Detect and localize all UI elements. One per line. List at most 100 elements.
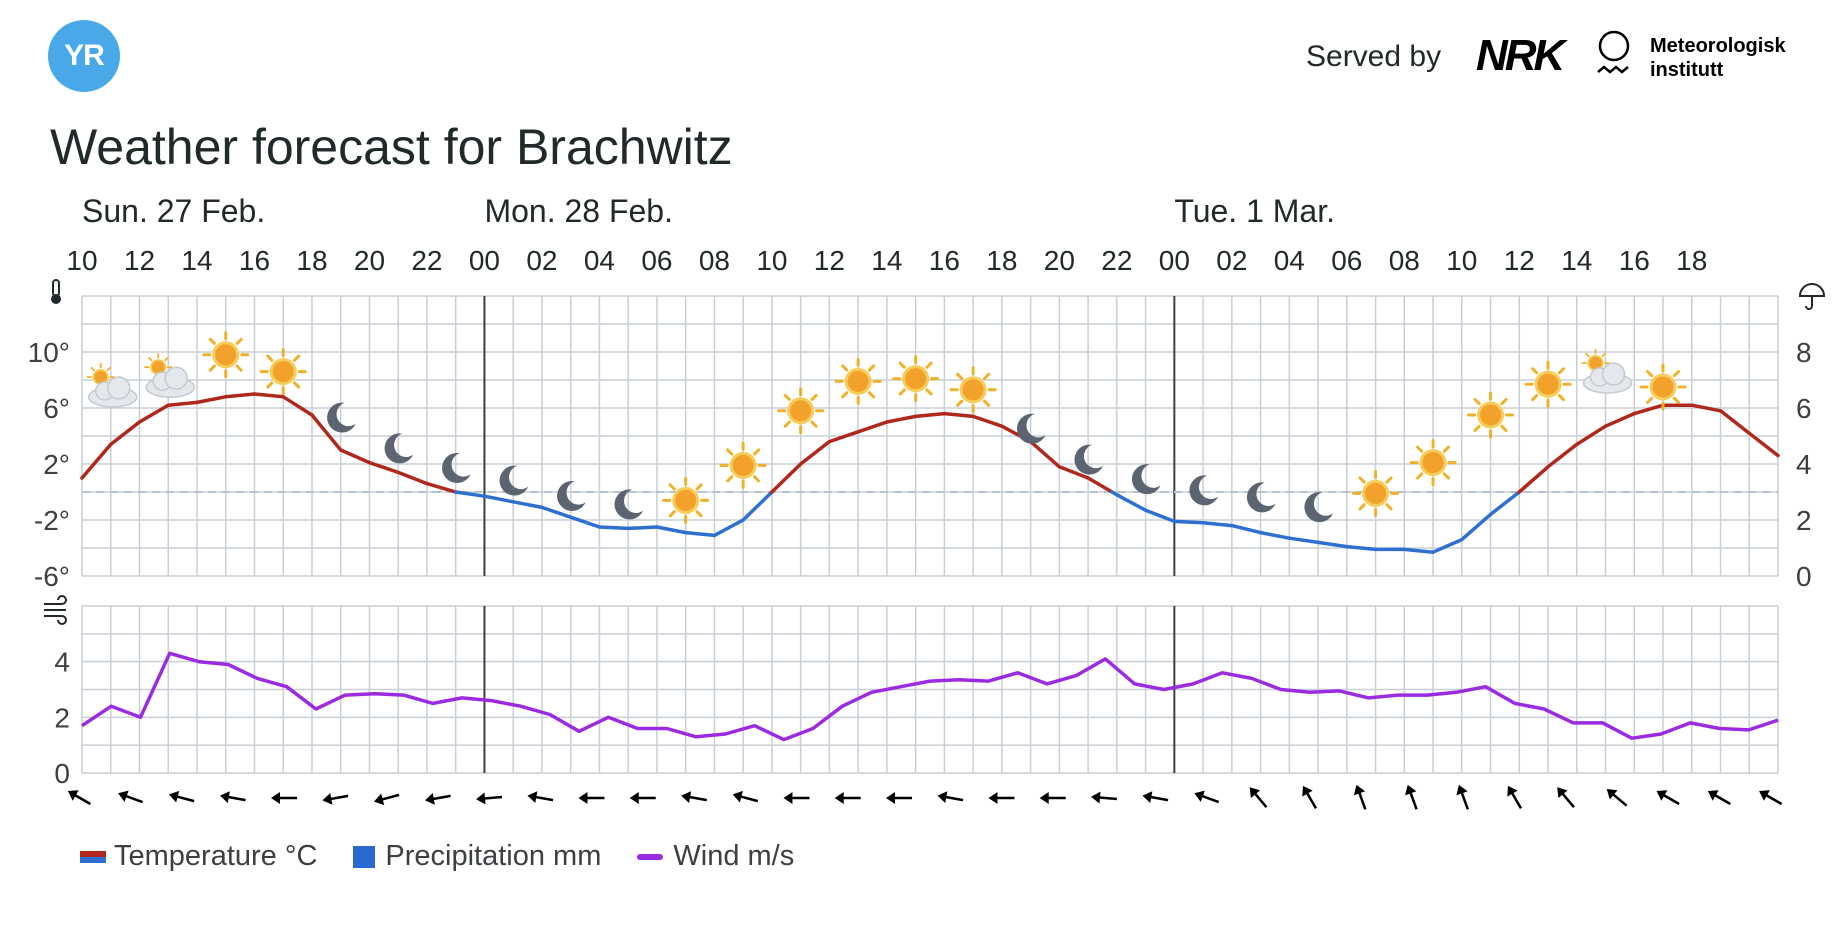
wind-arrow-icon [67, 790, 92, 806]
wind-arrow-icon [629, 792, 656, 804]
temperature-segment [453, 490, 487, 498]
temperature-segment [626, 525, 659, 531]
precipitation-tick: 8 [1796, 337, 1812, 368]
hour-tick: 04 [584, 245, 615, 276]
wind-arrow-head [1405, 784, 1417, 796]
wind-arrow-icon [1456, 784, 1469, 810]
wind-arrow-icon [885, 792, 912, 804]
wind-arrow-icon [1142, 791, 1169, 804]
wind-axis: 4 2 0 [54, 647, 70, 789]
temperature-segment [425, 481, 458, 494]
temperature-segment [1431, 537, 1464, 554]
wind-arrow-head [1656, 790, 1668, 801]
met-institute-logo-icon [1597, 30, 1630, 74]
wind-arrow-head [219, 791, 230, 804]
hour-tick: 18 [986, 245, 1017, 276]
wind-tick: 4 [54, 647, 70, 678]
wind-arrow-head [1557, 787, 1568, 799]
wind-arrow-head [732, 790, 743, 803]
legend-temperature-swatch [80, 850, 106, 863]
yr-logo-text: YR [64, 39, 105, 72]
hour-tick: 16 [929, 245, 960, 276]
wind-arrow-head [1302, 785, 1313, 797]
wind-arrow-head [168, 790, 180, 803]
hour-tick: 12 [124, 245, 155, 276]
wind-arrow-head [1091, 791, 1101, 804]
served-by-label: Served by [1306, 40, 1442, 73]
temperature-segment [1747, 431, 1780, 458]
umbrella-icon [1798, 283, 1826, 310]
temperature-tick: 2° [43, 449, 70, 480]
wind-arrow-head [1039, 792, 1049, 804]
temperature-segment [942, 411, 975, 419]
temperature-segment [770, 462, 803, 494]
temperature-grid [81, 295, 1779, 577]
temperature-segment [1603, 411, 1637, 428]
wind-series-line [81, 651, 1779, 742]
temperature-segment [1086, 476, 1114, 494]
sun-icon [1524, 360, 1572, 408]
sun-icon [259, 348, 307, 396]
hour-tick: 16 [1619, 245, 1650, 276]
wind-arrow-head [629, 792, 639, 804]
wind-arrow-head [373, 793, 385, 806]
temperature-segment [1575, 424, 1608, 447]
temperature-segment [137, 403, 170, 424]
wind-arrow-head [476, 792, 486, 805]
temperature-segment [741, 490, 774, 522]
hour-tick: 20 [354, 245, 385, 276]
temperature-segment [885, 414, 918, 424]
wind-arrow-head [578, 792, 588, 804]
day-label: Sun. 27 Feb. [82, 193, 265, 229]
wind-arrow-icon [834, 792, 861, 804]
wind-arrow-icon [988, 792, 1015, 804]
temperature-tick: -6° [34, 561, 70, 592]
wind-arrow-head [67, 790, 79, 801]
wind-arrow-head [1456, 784, 1468, 796]
temperature-segment [482, 494, 515, 504]
wind-arrow-icon [1656, 790, 1680, 806]
temperature-segment [597, 525, 630, 531]
temperature-segment [223, 392, 257, 399]
temperature-segment [1258, 530, 1292, 540]
wind-arrow-icon [1091, 791, 1118, 804]
precipitation-tick: 6 [1796, 393, 1812, 424]
wind-arrow-icon [424, 792, 451, 805]
temperature-segment [1316, 540, 1349, 549]
temperature-segment [1057, 465, 1090, 480]
wind-arrow-icon [1759, 790, 1783, 806]
temperature-tick: 10° [28, 337, 70, 368]
temperature-segment [1172, 519, 1205, 525]
sun-icon [777, 387, 825, 435]
wind-tick: 0 [54, 758, 70, 789]
temperature-segment [1718, 409, 1752, 435]
wind-arrow-head [885, 792, 895, 804]
temperature-tick: 6° [43, 393, 70, 424]
sun-icon [834, 357, 882, 405]
wind-line [81, 651, 1779, 742]
legend-wind: Wind m/s [637, 840, 794, 873]
temperature-segment [1632, 403, 1665, 416]
wind-arrow-icon [1707, 790, 1731, 806]
wind-arrow-head [424, 792, 435, 805]
wind-arrow-icon [270, 792, 297, 804]
legend-wind-swatch [637, 853, 664, 860]
wind-arrow-icon [322, 792, 349, 805]
temperature-segment [396, 470, 429, 486]
hour-tick: 04 [1274, 245, 1305, 276]
hour-tick: 08 [1389, 245, 1420, 276]
sun-icon [949, 366, 997, 414]
temperature-segment [827, 430, 860, 444]
temperature-segment [913, 411, 947, 419]
wind-arrow-head [1507, 785, 1518, 797]
temperature-segment [195, 395, 228, 405]
wind-arrow-icon [1353, 784, 1367, 810]
wind-arrow-head [988, 792, 998, 804]
temperature-segment [281, 395, 314, 417]
hour-tick: 18 [1676, 245, 1707, 276]
day-label: Tue. 1 Mar. [1174, 193, 1335, 229]
hour-tick: 20 [1044, 245, 1075, 276]
temperature-segment [568, 515, 602, 529]
temperature-segment [80, 442, 113, 480]
